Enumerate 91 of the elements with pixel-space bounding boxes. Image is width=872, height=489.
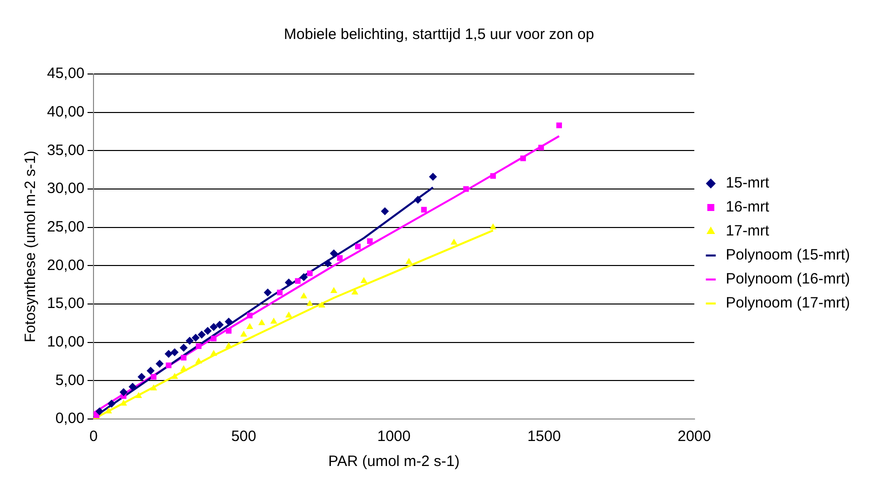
point: [414, 196, 422, 204]
point: [318, 302, 326, 308]
point: [246, 312, 253, 318]
legend-label: 16-mrt: [726, 198, 770, 216]
point: [285, 312, 292, 318]
legend-label: 17-mrt: [726, 222, 770, 240]
point: [180, 354, 186, 360]
point: [276, 290, 283, 296]
y-tick-label: 10,00: [46, 333, 85, 350]
point: [170, 348, 179, 356]
point: [225, 342, 232, 348]
y-tick-label: 0,00: [55, 410, 85, 428]
y-tick-label: 30,00: [46, 180, 85, 198]
point: [405, 258, 412, 264]
y-tick-label: 40,00: [46, 103, 85, 120]
point: [258, 319, 266, 326]
point: [270, 318, 278, 324]
point: [150, 384, 158, 390]
point: [324, 259, 332, 268]
point: [108, 400, 116, 408]
point: [224, 318, 233, 326]
point: [556, 122, 562, 128]
point: [135, 392, 142, 398]
point: [96, 407, 104, 416]
legend-label: Polynoom (16-mrt): [726, 270, 850, 288]
y-tick-label: 5,00: [55, 372, 85, 389]
y-tick-label: 25,00: [46, 218, 85, 236]
x-tick-label: 500: [231, 428, 256, 446]
point: [171, 372, 178, 379]
point: [306, 300, 314, 306]
point: [180, 344, 188, 352]
y-tick-label: 45,00: [46, 65, 85, 82]
point: [306, 270, 313, 276]
point: [264, 288, 272, 296]
point: [180, 365, 188, 372]
point: [246, 323, 254, 329]
x-tick-label: 1000: [377, 428, 411, 446]
point: [156, 360, 164, 368]
point: [294, 278, 301, 284]
x-tick-label: 1500: [527, 428, 561, 446]
point: [166, 362, 172, 368]
point: [330, 249, 338, 258]
point: [204, 326, 212, 335]
y-axis-title: Fotosynthese (umol m-2 s-1): [22, 150, 40, 342]
point: [150, 374, 156, 380]
x-axis-title: PAR (umol m-2 s-1): [328, 453, 460, 470]
point: [360, 277, 368, 283]
point: [120, 388, 128, 396]
point: [210, 336, 217, 342]
x-tick-label: 2000: [678, 428, 711, 446]
point: [146, 366, 155, 375]
point: [450, 238, 458, 245]
point: [380, 207, 389, 216]
point: [186, 336, 194, 345]
point: [196, 343, 202, 349]
point: [337, 255, 343, 261]
point: [105, 407, 112, 414]
point: [210, 323, 218, 331]
point: [538, 144, 544, 150]
point: [192, 334, 200, 342]
point: [164, 350, 173, 358]
point: [226, 328, 232, 334]
point: [195, 358, 202, 364]
point: [300, 292, 308, 298]
legend-label: Polynoom (17-mrt): [726, 294, 850, 312]
point: [490, 223, 497, 230]
point: [240, 330, 248, 337]
y-tick-label: 15,00: [46, 295, 85, 312]
point: [463, 186, 469, 192]
point: [355, 244, 361, 250]
point: [198, 330, 206, 339]
legend-label: Polynoom (15-mrt): [726, 246, 850, 264]
point: [138, 372, 146, 381]
point: [520, 156, 526, 162]
point: [428, 172, 437, 181]
point: [351, 288, 358, 294]
chart-title: Mobiele belichting, starttijd 1,5 uur voor zon op: [284, 26, 594, 44]
point: [300, 273, 308, 282]
point: [330, 286, 338, 293]
point: [490, 173, 496, 179]
y-tick-label: 20,00: [46, 256, 85, 274]
point: [216, 320, 224, 329]
point: [367, 238, 373, 244]
point: [128, 382, 137, 391]
legend-label: 15-mrt: [726, 174, 770, 192]
point: [120, 400, 128, 406]
point: [210, 350, 218, 356]
point: [421, 206, 427, 213]
y-tick-label: 35,00: [46, 142, 85, 159]
point: [284, 278, 293, 287]
x-tick-label: 0: [89, 428, 98, 446]
